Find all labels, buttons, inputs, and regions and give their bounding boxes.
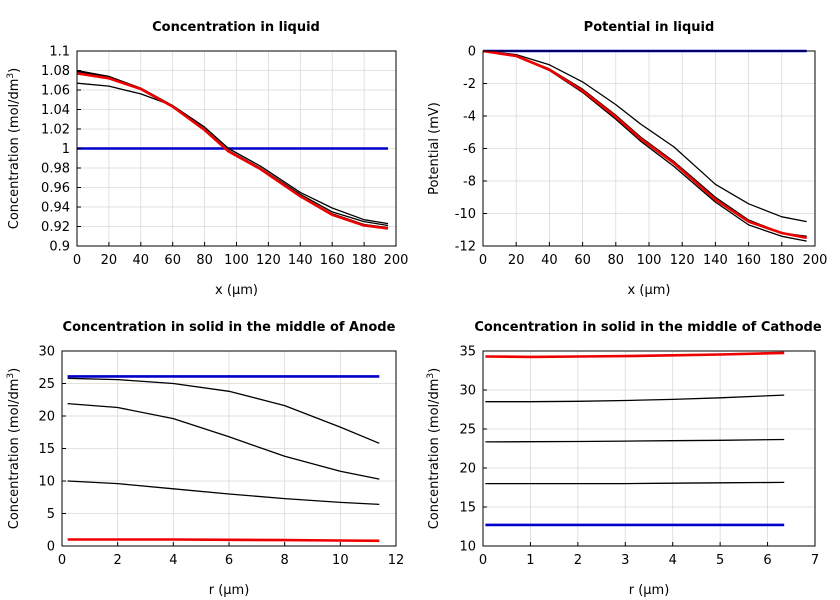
y-tick-label: 1.02 [41, 123, 70, 138]
x-tick-label: 120 [256, 253, 281, 268]
chart-panel-2: 0 20 40 60 80 100 120 140 160 180 200 -12 -10 -8 -6 -4 -… [427, 20, 827, 298]
x-tick-label: 200 [803, 253, 828, 268]
x-tick-label: 180 [352, 253, 377, 268]
y-axis-label: Concentration (mol/dm3) [6, 368, 22, 530]
x-tick-label: 160 [736, 253, 761, 268]
x-tick-label: 4 [669, 553, 677, 568]
series-line-final [67, 538, 380, 543]
x-tick-label: 60 [164, 253, 181, 268]
x-tick-label: 100 [637, 253, 662, 268]
y-tick-label: 30 [459, 384, 476, 399]
y-tick-label: 5 [47, 507, 55, 522]
y-tick-label: 0.94 [41, 201, 70, 216]
chart-title: Concentration in liquid [152, 20, 320, 35]
chart-title: Concentration in solid in the middle of … [474, 320, 822, 335]
x-tick-label: 10 [332, 553, 349, 568]
x-tick-label: 5 [716, 553, 724, 568]
x-tick-label: 160 [320, 253, 345, 268]
y-tick-label: 35 [459, 345, 476, 360]
y-tick-label: 25 [459, 423, 476, 438]
x-tick-label: 140 [703, 253, 728, 268]
chart-title: Concentration in solid in the middle of … [63, 320, 396, 335]
x-tick-label: 2 [574, 553, 582, 568]
x-tick-label: 0 [479, 553, 487, 568]
series-line-t2 [67, 402, 380, 480]
x-axis-label: x (µm) [215, 283, 258, 298]
series-line-final [485, 351, 785, 359]
x-axis-label: x (µm) [628, 283, 671, 298]
x-tick-label: 60 [574, 253, 591, 268]
x-axis-label: r (µm) [209, 583, 250, 598]
x-tick-label: 100 [224, 253, 249, 268]
x-tick-label: 0 [58, 553, 66, 568]
y-tick-label: 10 [459, 540, 476, 555]
y-tick-label: 1.08 [41, 64, 70, 79]
x-tick-label: 3 [621, 553, 629, 568]
y-tick-label: 0.92 [41, 220, 70, 235]
chart-panel-4: 0 1 2 3 4 5 6 7 10 15 20 25 30 35 Concentration in sol… [426, 320, 822, 598]
y-tick-label: 10 [38, 475, 55, 490]
chart-panel-3: 0 2 4 6 8 10 12 0 5 10 15 20 25 30 Concentration in so… [6, 320, 404, 598]
x-tick-label: 80 [608, 253, 625, 268]
y-tick-label: -6 [463, 142, 476, 157]
y-tick-label: -2 [463, 77, 476, 92]
y-tick-label: 1.06 [41, 84, 70, 99]
series-line-final [76, 72, 389, 230]
y-tick-label: 1.1 [49, 45, 70, 60]
series-line-t3 [485, 394, 785, 403]
y-tick-label: 1.04 [41, 103, 70, 118]
x-tick-label: 140 [288, 253, 313, 268]
y-tick-label: 1 [62, 142, 70, 157]
plot-frame [482, 350, 816, 547]
x-tick-label: 4 [169, 553, 177, 568]
y-tick-label: 20 [459, 462, 476, 477]
x-tick-label: 80 [196, 253, 213, 268]
series-line-t1 [76, 82, 389, 225]
x-axis-label: r (µm) [629, 583, 670, 598]
y-axis-label: Potential (mV) [427, 102, 442, 195]
series-line-final [482, 49, 807, 240]
y-tick-label: 25 [38, 377, 55, 392]
y-tick-label: 15 [459, 501, 476, 516]
y-axis-label: Concentration (mol/dm3) [426, 368, 442, 530]
y-tick-label: 0 [468, 45, 476, 60]
chart-title: Potential in liquid [584, 20, 715, 35]
x-tick-label: 20 [101, 253, 118, 268]
series-line-t1 [67, 377, 380, 444]
x-tick-label: 40 [133, 253, 150, 268]
x-tick-label: 1 [526, 553, 534, 568]
series-line-t1 [485, 481, 785, 485]
x-tick-label: 6 [225, 553, 233, 568]
y-tick-label: 30 [38, 345, 55, 360]
y-tick-label: -4 [463, 110, 476, 125]
y-tick-label: -10 [455, 207, 476, 222]
y-tick-label: 0 [47, 540, 55, 555]
y-tick-label: 0.9 [49, 240, 70, 255]
x-tick-label: 6 [763, 553, 771, 568]
x-tick-label: 120 [670, 253, 695, 268]
x-tick-label: 12 [388, 553, 405, 568]
y-tick-label: -12 [455, 240, 476, 255]
series-line-t2 [485, 438, 785, 443]
x-tick-label: 20 [508, 253, 525, 268]
series-line-t3 [67, 480, 380, 506]
y-tick-label: 0.96 [41, 181, 70, 196]
y-tick-label: -8 [463, 175, 476, 190]
y-tick-label: 0.98 [41, 162, 70, 177]
x-tick-label: 2 [114, 553, 122, 568]
y-tick-label: 20 [38, 410, 55, 425]
x-tick-label: 7 [811, 553, 819, 568]
y-tick-label: 15 [38, 442, 55, 457]
x-tick-label: 40 [541, 253, 558, 268]
y-axis-label: Concentration (mol/dm3) [6, 68, 22, 230]
series-line-t3 [482, 50, 807, 242]
x-tick-label: 180 [769, 253, 794, 268]
x-tick-label: 0 [73, 253, 81, 268]
series-line-t1 [482, 50, 807, 223]
chart-panel-1: 0 20 40 60 80 100 120 140 160 180 200 0.9 0.92 0.94 0.… [6, 20, 408, 298]
x-tick-label: 200 [384, 253, 409, 268]
x-tick-label: 0 [479, 253, 487, 268]
x-tick-label: 8 [281, 553, 289, 568]
